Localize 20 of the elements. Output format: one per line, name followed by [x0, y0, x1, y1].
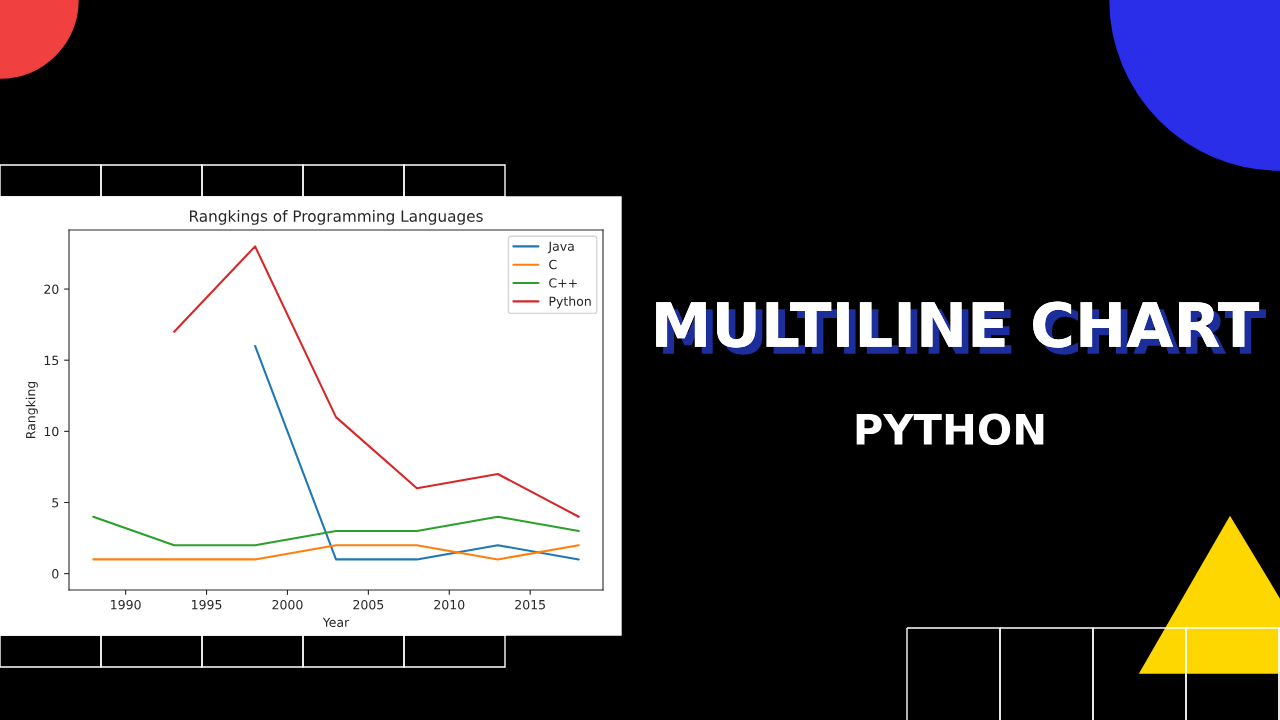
text: PYTHON — [856, 413, 1044, 446]
y-tick-label: 20 — [44, 284, 59, 294]
x-tick-label: 1990 — [111, 599, 141, 610]
x-tick-label: 2015 — [515, 599, 545, 610]
y-tick-label: 5 — [52, 498, 59, 508]
y-tick-label: 10 — [44, 426, 59, 437]
text: MULTILINE CHART — [656, 301, 1267, 355]
legend-label: C++ — [549, 278, 577, 288]
y-tick-label: 0 — [52, 569, 59, 579]
y-tick-label: 15 — [44, 355, 59, 366]
legend-label: C — [549, 259, 557, 270]
x-tick-label: 1995 — [192, 599, 222, 610]
x-tick-label: 2000 — [272, 599, 303, 610]
legend-label: Java — [547, 241, 574, 254]
x-tick-label: 2005 — [353, 599, 384, 610]
x-tick-label: 2010 — [434, 599, 465, 610]
y-axis-title: Rangking — [25, 381, 38, 439]
legend-label: Python — [549, 296, 591, 309]
x-axis-title: Year — [322, 617, 350, 628]
chart-title: Rangkings of Programming Languages — [189, 210, 483, 225]
